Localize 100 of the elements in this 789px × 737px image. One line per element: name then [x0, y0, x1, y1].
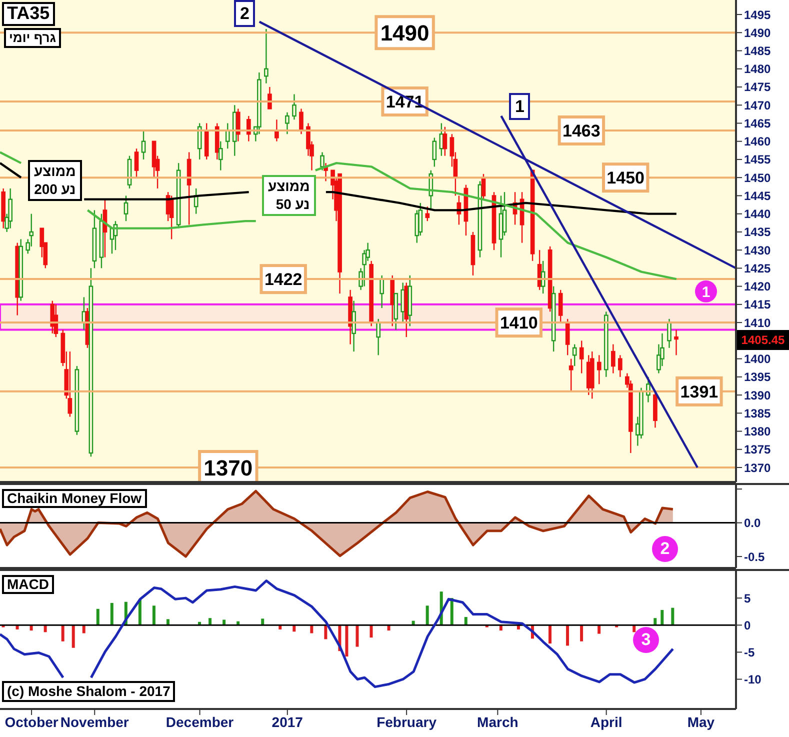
candlestick	[218, 140, 223, 171]
candlestick	[134, 148, 139, 178]
candlestick	[320, 152, 324, 171]
bar	[61, 625, 64, 642]
y-tick-label: -10	[744, 672, 762, 686]
candlestick	[618, 354, 622, 378]
y-tick-label: 1380	[744, 424, 772, 439]
y-tick-label: 1445	[744, 188, 772, 203]
candlestick	[264, 28, 268, 84]
y-tick-label: 1495	[744, 8, 772, 22]
bar	[152, 606, 156, 626]
y-tick-label: -0.5	[744, 550, 766, 564]
ref-line-label: 1422	[264, 270, 302, 290]
x-tick-label: May	[687, 714, 715, 730]
x-tick-label: March	[477, 714, 518, 730]
y-tick-label: 1465	[744, 116, 772, 130]
bar	[654, 618, 657, 626]
candlestick	[225, 122, 230, 150]
y-tick-label: 1475	[744, 80, 772, 94]
candlestick	[425, 206, 430, 222]
candlestick	[442, 126, 448, 156]
y-tick-label: 1410	[744, 316, 772, 330]
candlestick	[352, 300, 356, 352]
candlestick	[141, 130, 146, 160]
bar	[261, 618, 264, 626]
y-tick-label: 1400	[744, 352, 772, 366]
candlestick	[299, 108, 304, 135]
bar	[72, 625, 75, 648]
bar	[426, 606, 429, 626]
y-tick-label: 1375	[744, 442, 772, 457]
annotation: (c) Moshe Shalom - 2017	[2, 681, 176, 702]
y-tick-label: 1420	[744, 280, 772, 294]
candlestick	[124, 195, 128, 222]
ref-line-label: 1391	[680, 382, 718, 402]
candlestick	[565, 318, 570, 356]
candlestick	[29, 213, 34, 248]
y-tick-label: 1470	[744, 98, 772, 112]
bar	[356, 625, 359, 647]
y-tick-label: 1480	[744, 62, 772, 76]
annotation: 2	[652, 536, 678, 562]
candlestick	[246, 115, 251, 142]
chart-title: TA35	[2, 2, 55, 26]
bar	[110, 602, 114, 626]
bar	[345, 625, 348, 657]
candlestick	[432, 137, 437, 168]
bar	[324, 625, 328, 640]
y-tick-label: 1430	[744, 243, 772, 258]
y-tick-label: 1460	[744, 134, 772, 149]
series-label: ממוצע נע 200	[34, 163, 76, 198]
x-tick-label: December	[166, 714, 234, 730]
candlestick	[380, 274, 384, 309]
bar	[580, 625, 584, 642]
bar	[96, 608, 100, 626]
annotation: 3	[633, 627, 659, 653]
candlestick	[292, 94, 296, 120]
y-tick-label: 1435	[744, 225, 772, 240]
bar	[208, 618, 212, 626]
x-tick-label: April	[590, 714, 622, 730]
text: גרף יומי	[4, 28, 61, 48]
x-tick-label: November	[60, 714, 130, 730]
ref-line-label: 1370	[204, 455, 253, 480]
chart-title: Chaikin Money Flow	[2, 489, 147, 508]
series-label: 1	[515, 96, 524, 118]
bar	[464, 617, 468, 626]
x-tick-label: October	[4, 714, 59, 730]
y-tick-label: 1385	[744, 406, 772, 420]
candlestick	[572, 344, 577, 367]
y-tick-label: 1425	[744, 261, 772, 276]
candlestick	[568, 358, 574, 392]
candlestick	[268, 86, 272, 110]
bar	[548, 625, 552, 644]
y-tick-label: 1440	[744, 207, 772, 222]
bar	[671, 608, 674, 626]
candlestick	[197, 122, 202, 160]
y-tick-label: 1390	[744, 388, 772, 402]
bar	[166, 619, 170, 626]
y-tick-label: 1415	[744, 298, 772, 312]
y-tick-label: 5	[744, 591, 751, 606]
band-label: 1	[702, 284, 710, 301]
x-tick-label: 2017	[272, 714, 304, 730]
y-tick-label: 1485	[744, 44, 772, 58]
candlestick	[674, 329, 678, 356]
y-tick-label: -5	[744, 645, 755, 660]
bar	[370, 625, 373, 638]
candlestick	[439, 122, 444, 156]
candlestick	[8, 188, 13, 229]
candlestick	[667, 318, 672, 349]
y-tick-label: 1395	[744, 370, 772, 384]
bar	[566, 625, 570, 646]
candlestick	[68, 350, 72, 418]
ref-line-label: 1410	[500, 314, 538, 333]
chart-title: MACD	[2, 575, 54, 594]
candlestick	[236, 108, 240, 142]
candlestick	[596, 354, 602, 385]
ref-line-label: 1463	[562, 122, 600, 141]
y-tick-label: 1450	[744, 170, 772, 185]
y-tick-label: 0	[744, 618, 751, 632]
candlestick	[610, 344, 616, 374]
y-tick-label: 0.0	[744, 516, 762, 530]
bar	[222, 620, 226, 626]
